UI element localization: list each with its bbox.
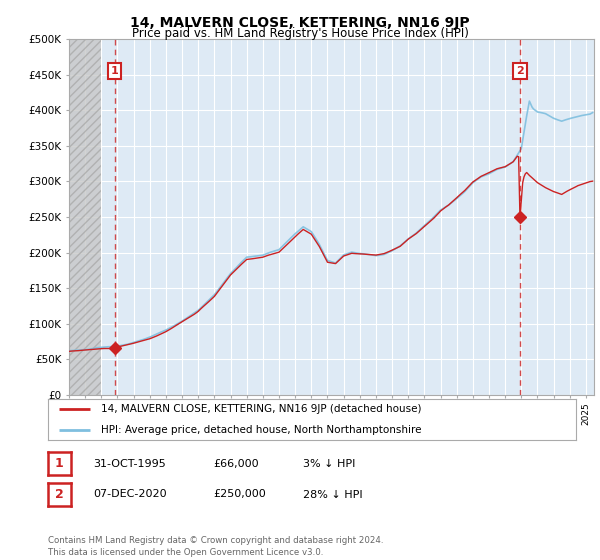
Bar [69,39,101,395]
Text: Contains HM Land Registry data © Crown copyright and database right 2024.
This d: Contains HM Land Registry data © Crown c… [48,536,383,557]
Text: 1: 1 [111,66,119,76]
Text: HPI: Average price, detached house, North Northamptonshire: HPI: Average price, detached house, Nort… [101,424,421,435]
Text: 2: 2 [516,66,524,76]
Text: 28% ↓ HPI: 28% ↓ HPI [303,489,362,500]
Text: 14, MALVERN CLOSE, KETTERING, NN16 9JP (detached house): 14, MALVERN CLOSE, KETTERING, NN16 9JP (… [101,404,421,414]
Text: 3% ↓ HPI: 3% ↓ HPI [303,459,355,469]
Text: £66,000: £66,000 [213,459,259,469]
Text: 2: 2 [55,488,64,501]
Text: 1: 1 [55,457,64,470]
Text: 31-OCT-1995: 31-OCT-1995 [93,459,166,469]
Text: 07-DEC-2020: 07-DEC-2020 [93,489,167,500]
Text: £250,000: £250,000 [213,489,266,500]
Text: 14, MALVERN CLOSE, KETTERING, NN16 9JP: 14, MALVERN CLOSE, KETTERING, NN16 9JP [130,16,470,30]
Text: Price paid vs. HM Land Registry's House Price Index (HPI): Price paid vs. HM Land Registry's House … [131,27,469,40]
